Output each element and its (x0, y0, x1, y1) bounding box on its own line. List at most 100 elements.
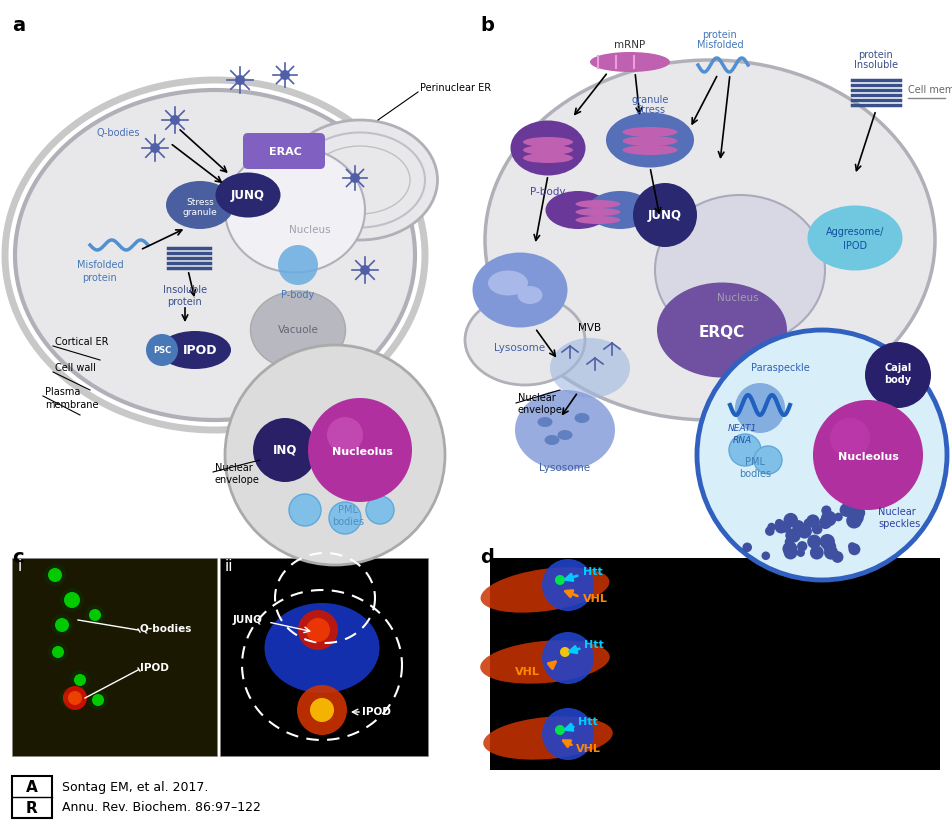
Ellipse shape (225, 148, 365, 272)
Ellipse shape (487, 271, 527, 295)
Ellipse shape (818, 516, 831, 529)
Ellipse shape (549, 338, 629, 398)
Text: P-body: P-body (529, 187, 565, 197)
Ellipse shape (545, 191, 610, 229)
Ellipse shape (806, 206, 902, 271)
Text: Nuclear: Nuclear (877, 507, 915, 517)
Ellipse shape (472, 252, 566, 328)
Ellipse shape (806, 535, 821, 549)
Ellipse shape (622, 145, 677, 155)
Ellipse shape (847, 544, 860, 555)
Text: protein: protein (858, 50, 892, 60)
Ellipse shape (822, 515, 834, 526)
FancyBboxPatch shape (12, 558, 217, 756)
Text: JUNQ: JUNQ (230, 188, 265, 202)
Ellipse shape (252, 418, 317, 482)
Text: Stress: Stress (186, 198, 213, 207)
Ellipse shape (780, 521, 790, 533)
Text: Vacuole: Vacuole (277, 325, 318, 335)
Ellipse shape (298, 610, 338, 650)
Text: Htt: Htt (583, 567, 602, 577)
Ellipse shape (510, 120, 585, 175)
Text: bodies: bodies (331, 517, 364, 527)
Ellipse shape (839, 503, 853, 517)
Text: Cortical ER: Cortical ER (55, 337, 109, 347)
Ellipse shape (480, 640, 609, 684)
Text: R: R (26, 800, 38, 816)
Ellipse shape (250, 291, 346, 369)
Text: c: c (12, 548, 24, 567)
Ellipse shape (654, 195, 824, 345)
Ellipse shape (146, 334, 178, 366)
Text: speckles: speckles (877, 519, 920, 529)
Ellipse shape (63, 693, 73, 703)
Ellipse shape (328, 502, 361, 534)
Text: NEAT1: NEAT1 (726, 423, 756, 432)
Ellipse shape (734, 383, 784, 433)
Ellipse shape (575, 216, 620, 224)
Text: VHL: VHL (515, 667, 540, 677)
Text: ERQC: ERQC (698, 325, 744, 339)
Ellipse shape (554, 725, 565, 735)
Text: b: b (480, 16, 493, 35)
Ellipse shape (48, 568, 62, 582)
Ellipse shape (51, 614, 73, 636)
Text: P-body: P-body (281, 290, 314, 300)
Ellipse shape (523, 145, 572, 155)
Ellipse shape (847, 509, 857, 518)
Text: membrane: membrane (45, 400, 98, 410)
Ellipse shape (560, 647, 569, 657)
Ellipse shape (483, 716, 612, 759)
Text: granule: granule (183, 208, 217, 217)
Text: protein: protein (702, 30, 737, 40)
Ellipse shape (59, 689, 77, 707)
Ellipse shape (557, 430, 572, 440)
Ellipse shape (764, 526, 774, 536)
Ellipse shape (360, 265, 369, 275)
Text: protein: protein (83, 273, 117, 283)
Text: Nucleus: Nucleus (717, 293, 758, 303)
Text: Htt: Htt (578, 717, 597, 727)
Ellipse shape (537, 417, 552, 427)
Ellipse shape (480, 568, 608, 613)
Ellipse shape (575, 200, 620, 208)
Text: IPOD: IPOD (843, 241, 866, 251)
Ellipse shape (159, 331, 230, 369)
Ellipse shape (64, 592, 80, 608)
FancyBboxPatch shape (12, 776, 52, 818)
Text: protein: protein (168, 297, 202, 307)
Ellipse shape (823, 545, 837, 559)
Ellipse shape (574, 413, 589, 423)
Ellipse shape (48, 642, 68, 662)
Ellipse shape (235, 75, 245, 85)
Text: body: body (883, 375, 911, 385)
Text: VHL: VHL (583, 594, 607, 604)
Ellipse shape (514, 390, 614, 470)
Ellipse shape (622, 136, 677, 146)
Ellipse shape (864, 342, 930, 408)
Ellipse shape (796, 541, 806, 551)
Ellipse shape (366, 496, 393, 524)
Text: i: i (18, 559, 22, 574)
Text: Nucleolus: Nucleolus (837, 452, 898, 462)
Ellipse shape (847, 542, 855, 550)
Ellipse shape (523, 137, 572, 147)
Text: VHL: VHL (575, 744, 601, 754)
Ellipse shape (575, 208, 620, 216)
Ellipse shape (805, 515, 819, 528)
Ellipse shape (265, 603, 379, 693)
Ellipse shape (89, 609, 101, 621)
Text: Misfolded: Misfolded (696, 40, 743, 50)
Ellipse shape (554, 575, 565, 585)
Text: Nucleus: Nucleus (288, 225, 330, 235)
Ellipse shape (783, 546, 797, 559)
Ellipse shape (823, 540, 835, 554)
Ellipse shape (74, 674, 86, 686)
Ellipse shape (52, 646, 64, 658)
Ellipse shape (797, 524, 811, 539)
Ellipse shape (820, 510, 836, 526)
Ellipse shape (811, 524, 822, 535)
Ellipse shape (88, 690, 108, 710)
Ellipse shape (542, 632, 593, 684)
Text: IPOD: IPOD (183, 344, 217, 357)
